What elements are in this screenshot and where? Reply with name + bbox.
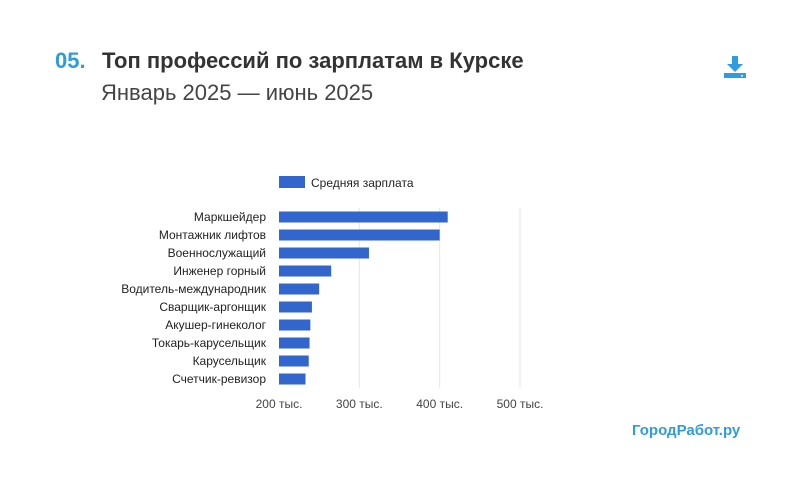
category-label: Счетчик-ревизор	[172, 372, 266, 386]
section-number: 05.	[55, 48, 86, 73]
category-label: Сварщик-аргонщик	[159, 300, 266, 314]
brand-logo[interactable]: ГородРабот.ру	[632, 422, 741, 439]
download-button[interactable]	[722, 54, 748, 80]
bar	[279, 301, 312, 313]
bar	[279, 211, 448, 223]
x-tick-label: 300 тыс.	[336, 397, 383, 411]
category-label: Монтажник лифтов	[159, 228, 266, 242]
bar	[279, 337, 310, 349]
bar	[279, 265, 332, 277]
bar	[279, 373, 306, 385]
category-label: Водитель-международник	[121, 282, 267, 296]
bar	[279, 229, 440, 241]
bar	[279, 319, 311, 331]
x-tick-label: 500 тыс.	[497, 397, 544, 411]
x-tick-label: 400 тыс.	[416, 397, 463, 411]
category-label: Акушер-гинеколог	[165, 318, 266, 332]
download-icon	[724, 56, 746, 78]
bar	[279, 247, 369, 259]
legend-swatch	[279, 176, 305, 188]
category-label: Маркшейдер	[194, 210, 266, 224]
category-label: Токарь-карусельщик	[152, 336, 267, 350]
category-label: Военнослужащий	[168, 246, 266, 260]
bar	[279, 355, 309, 367]
category-label: Инженер горный	[173, 264, 266, 278]
legend-label: Средняя зарплата	[311, 176, 414, 190]
bar	[279, 283, 320, 295]
page-subtitle: Январь 2025 — июнь 2025	[101, 80, 374, 105]
chart-header: 05. Топ профессий по зарплатам в Курске	[55, 48, 524, 74]
category-label: Карусельщик	[193, 354, 267, 368]
page-title: Топ профессий по зарплатам в Курске	[102, 48, 524, 73]
x-tick-label: 200 тыс.	[256, 397, 303, 411]
